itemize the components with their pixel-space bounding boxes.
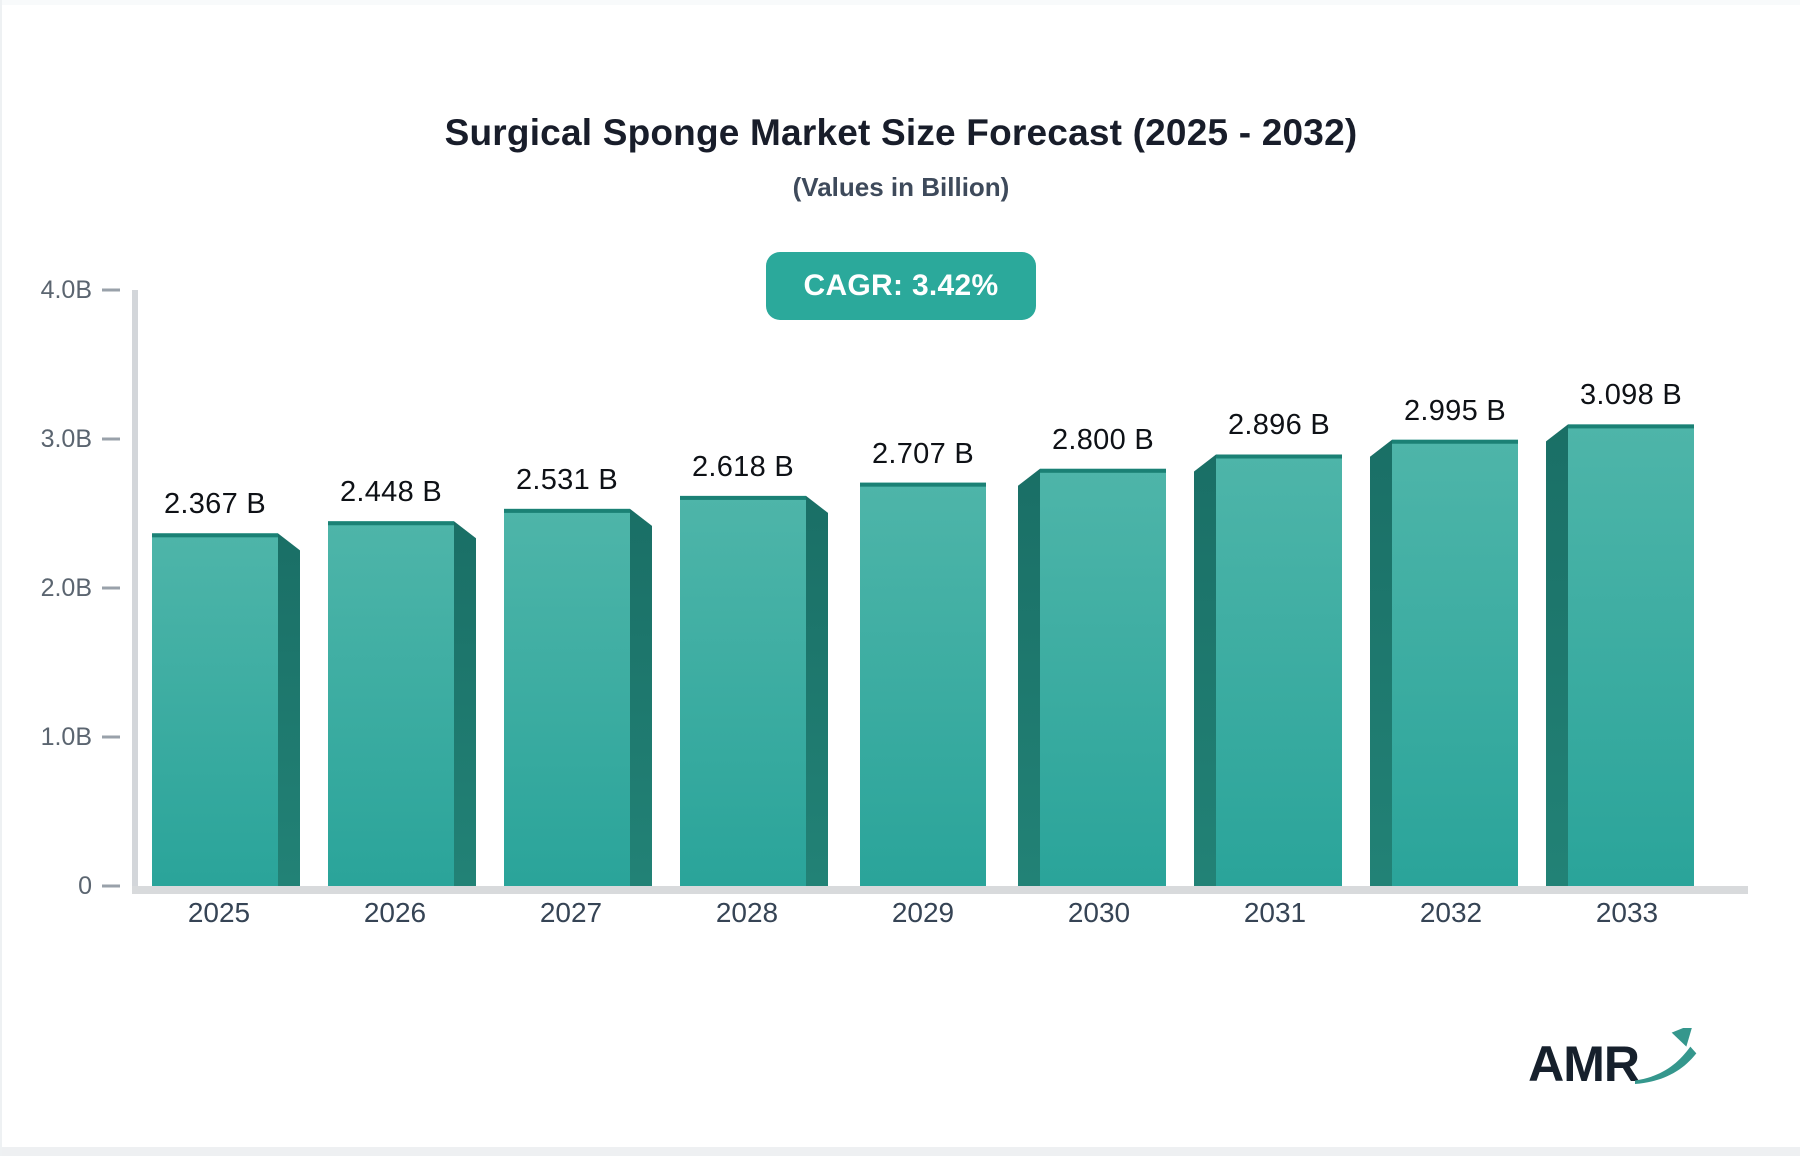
x-axis-label: 2030 xyxy=(1067,897,1131,928)
bar-value-label: 2.800 B xyxy=(1051,423,1155,456)
page-title: Surgical Sponge Market Size Forecast (20… xyxy=(444,112,1358,153)
axis-group xyxy=(102,288,1748,894)
page-top-edge xyxy=(2,0,1800,5)
bar-top-edge xyxy=(1392,439,1518,444)
bar-top-edge xyxy=(152,533,278,538)
amr-logo: AMR xyxy=(1528,1028,1697,1095)
bar xyxy=(1568,424,1694,886)
bar-value-label: 2.896 B xyxy=(1227,409,1331,442)
bar-value-label: 2.618 B xyxy=(691,450,795,483)
x-axis-label: 2032 xyxy=(1419,897,1483,928)
y-axis-tick-label: 3.0B xyxy=(40,425,92,453)
bar-value-label: 2.367 B xyxy=(163,488,267,521)
bar xyxy=(328,521,454,886)
bar-value-label: 2.531 B xyxy=(515,463,619,496)
bar-side-face xyxy=(454,521,476,886)
cagr-badge-row: CAGR: 3.42% xyxy=(2,252,1800,320)
bar xyxy=(860,482,986,886)
y-axis-tick-dash xyxy=(102,586,120,590)
growth-arrow-icon xyxy=(1635,1028,1697,1084)
x-axis-label: 2033 xyxy=(1595,897,1659,928)
bar-value-label: 2.707 B xyxy=(871,437,975,470)
page-bottom-edge xyxy=(2,1147,1800,1156)
y-axis-tick-label: 4.0B xyxy=(40,276,92,304)
bar-side-face xyxy=(1194,454,1216,886)
y-axis-tick-label: 1.0B xyxy=(40,723,92,751)
bar-value-label: 2.995 B xyxy=(1403,394,1507,427)
page-subtitle: (Values in Billion) xyxy=(792,172,1010,202)
bar xyxy=(680,495,806,886)
x-axis-label: 2026 xyxy=(363,897,427,928)
bar-value-label: 3.098 B xyxy=(1579,379,1683,412)
cagr-badge: CAGR: 3.42% xyxy=(766,252,1036,320)
x-axis-label: 2028 xyxy=(715,897,779,928)
bar-value-label: 2.448 B xyxy=(339,476,443,509)
y-axis-tick-dash xyxy=(102,437,120,441)
x-axis-label: 2031 xyxy=(1243,897,1307,928)
bar-side-face xyxy=(806,495,828,886)
bar-top-edge xyxy=(1216,454,1342,459)
bar-top-edge xyxy=(1568,424,1694,429)
bar xyxy=(504,508,630,886)
bar-top-edge xyxy=(680,495,806,500)
y-axis-line xyxy=(132,290,138,886)
y-axis-tick-label: 2.0B xyxy=(40,574,92,602)
x-axis-label: 2029 xyxy=(891,897,955,928)
y-axis-tick-dash xyxy=(102,884,120,888)
bars-group xyxy=(152,424,1694,886)
bar-top-edge xyxy=(860,482,986,487)
y-axis-tick-label: 0 xyxy=(78,872,92,900)
bar-side-face xyxy=(630,508,652,886)
amr-logo-text: AMR xyxy=(1528,1036,1640,1092)
y-axis-tick-dash xyxy=(102,735,120,739)
x-axis-baseline xyxy=(132,886,1748,894)
bar xyxy=(1392,439,1518,886)
bar-side-face xyxy=(1546,424,1568,886)
bar-top-edge xyxy=(504,508,630,513)
bar-side-face xyxy=(278,533,300,886)
x-axis-label: 2025 xyxy=(187,897,251,928)
bar xyxy=(152,533,278,886)
bar-top-edge xyxy=(328,521,454,526)
x-axis-label: 2027 xyxy=(539,897,603,928)
bar-side-face xyxy=(1370,439,1392,886)
bar-top-edge xyxy=(1040,468,1166,473)
y-axis-tick-dash xyxy=(102,288,120,292)
bar xyxy=(1216,454,1342,886)
bar xyxy=(1040,468,1166,886)
bar-side-face xyxy=(1018,468,1040,886)
